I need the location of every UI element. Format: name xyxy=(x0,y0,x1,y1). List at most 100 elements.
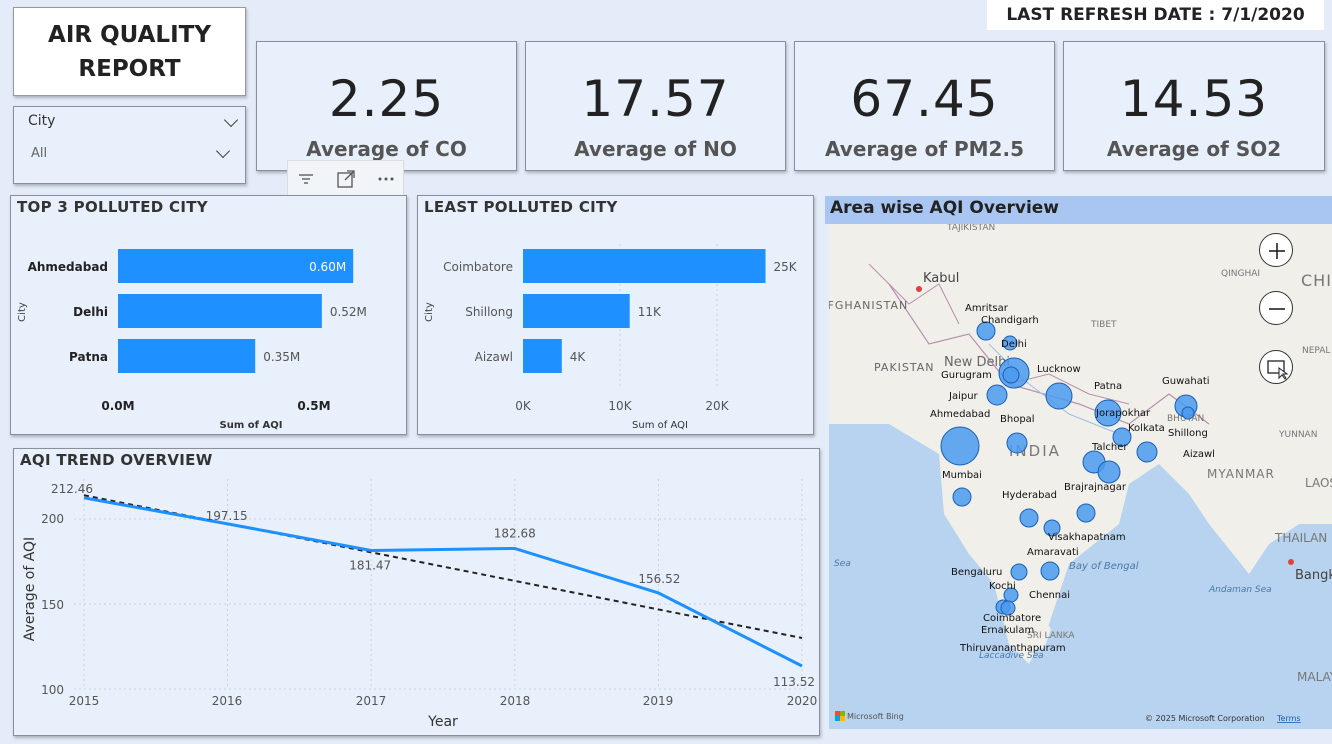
city-bubble-shillong[interactable] xyxy=(1181,406,1195,420)
x-tick-label: 2018 xyxy=(500,694,531,708)
city-bubble-brajrajnagar[interactable] xyxy=(1097,460,1121,484)
city-label: Aizawl xyxy=(1183,449,1215,460)
city-bubble-mumbai[interactable] xyxy=(952,487,972,507)
border-line xyxy=(888,283,1210,425)
city-bubble-bengaluru[interactable] xyxy=(1010,563,1028,581)
city-bubble-bhopal[interactable] xyxy=(1006,432,1028,454)
city-bubble-gurugram[interactable] xyxy=(1002,366,1020,384)
kpi-card-pm25: 67.45 Average of PM2.5 xyxy=(794,41,1055,171)
city-label: Mumbai xyxy=(942,470,982,481)
city-bubble-patna[interactable] xyxy=(1094,399,1122,427)
x-tick-label: 2017 xyxy=(356,694,387,708)
aqi-trend-chart[interactable]: AQI TREND OVERVIEW Average of AQI 100 15… xyxy=(13,448,820,736)
x-axis-label: Sum of AQI xyxy=(632,420,688,431)
country-label: SRI LANKA xyxy=(1027,631,1075,641)
city-label: Guwahati xyxy=(1162,376,1210,387)
border-line xyxy=(1008,373,1130,405)
category-label: Delhi xyxy=(73,305,108,319)
zoom-in-button[interactable] xyxy=(1259,233,1293,267)
bar-ahmedabad[interactable] xyxy=(118,249,354,283)
focus-mode-icon[interactable] xyxy=(336,169,356,189)
city-label: Lucknow xyxy=(1037,364,1081,375)
map-copyright: © 2025 Microsoft Corporation xyxy=(1145,714,1265,723)
country-label: AFGHANISTAN xyxy=(829,299,908,312)
slicer-label: City xyxy=(28,113,56,129)
myanmar-land xyxy=(1189,424,1332,574)
map-terms-link[interactable]: Terms xyxy=(1276,714,1301,723)
city-label: Visakhapatnam xyxy=(1048,532,1126,543)
map-attribution: Microsoft Bing xyxy=(847,712,904,721)
chevron-down-icon[interactable] xyxy=(223,112,239,128)
y-axis-label: City xyxy=(424,302,435,322)
city-bubble-jaipur[interactable] xyxy=(986,384,1008,406)
minus-icon xyxy=(1269,308,1285,310)
bar-delhi[interactable] xyxy=(118,294,322,328)
least-polluted-chart[interactable]: LEAST POLLUTED CITY City Coimbatore Shil… xyxy=(417,195,814,435)
country-label: TIBET xyxy=(1090,320,1117,330)
map-svg[interactable]: TAJIKISTAN AFGHANISTAN PAKISTAN INDIA TI… xyxy=(829,224,1332,729)
bar-aizawl[interactable] xyxy=(523,339,562,373)
place-label: Kabul xyxy=(923,271,959,286)
city-bubble-amritsar[interactable] xyxy=(976,321,996,341)
country-label: MALAY xyxy=(1297,670,1332,684)
report-title-line2: REPORT xyxy=(78,55,181,82)
slicer-value[interactable]: All xyxy=(31,146,48,161)
data-label: 156.52 xyxy=(638,572,680,586)
chevron-down-icon[interactable] xyxy=(215,143,231,159)
city-bubble-hyderabad[interactable] xyxy=(1019,508,1039,528)
map-select-button[interactable] xyxy=(1259,350,1293,384)
city-bubble-jorapokhar[interactable] xyxy=(1112,427,1132,447)
city-bubble-ernakulam[interactable] xyxy=(1000,600,1016,616)
y-axis-label: Average of AQI xyxy=(22,537,38,641)
kpi-value: 67.45 xyxy=(850,70,999,128)
bar-shillong[interactable] xyxy=(523,294,630,328)
least-bar-svg: City Coimbatore Shillong Aizawl 25K 11K … xyxy=(424,244,798,431)
bar-patna[interactable] xyxy=(118,339,256,373)
city-label: Coimbatore xyxy=(983,613,1041,624)
bing-logo-icon xyxy=(840,716,845,721)
aqi-map[interactable]: TAJIKISTAN AFGHANISTAN PAKISTAN INDIA TI… xyxy=(829,224,1332,729)
city-slicer[interactable]: City All xyxy=(13,106,246,184)
top3-polluted-chart[interactable]: TOP 3 POLLUTED CITY City Ahmedabad Delhi… xyxy=(10,195,407,435)
map-title: Area wise AQI Overview xyxy=(825,196,1332,224)
city-label: Shillong xyxy=(1168,428,1208,439)
report-title: AIR QUALITY REPORT xyxy=(13,7,246,96)
data-label: 182.68 xyxy=(494,526,536,540)
city-label: Kochi xyxy=(989,581,1016,592)
data-label: 0.35M xyxy=(263,350,300,364)
kpi-caption: Average of SO2 xyxy=(1106,137,1282,161)
city-bubble-visakhapatnam[interactable] xyxy=(1076,503,1096,523)
city-bubble-chennai[interactable] xyxy=(1040,561,1060,581)
filter-icon[interactable] xyxy=(296,169,316,189)
x-tick-label: 2016 xyxy=(212,694,243,708)
x-tick-label: 2015 xyxy=(69,694,100,708)
capital-marker xyxy=(1288,559,1294,565)
bar-coimbatore[interactable] xyxy=(523,249,766,283)
kpi-caption: Average of NO xyxy=(574,137,737,161)
country-label: MYANMAR xyxy=(1207,467,1275,481)
city-label: Amritsar xyxy=(965,303,1009,314)
zoom-out-button[interactable] xyxy=(1259,291,1293,325)
city-label: Brajrajnagar xyxy=(1064,482,1127,493)
country-label: QINGHAI xyxy=(1221,269,1260,279)
city-bubble-ahmedabad[interactable] xyxy=(940,426,980,466)
x-axis-label: Sum of AQI xyxy=(220,420,283,431)
country-label: PAKISTAN xyxy=(874,361,935,374)
data-label: 212.46 xyxy=(51,482,93,496)
border-line xyxy=(868,263,960,325)
bing-logo-icon xyxy=(835,711,840,716)
x-tick-label: 0.0M xyxy=(101,399,134,413)
city-bubble-aizawl[interactable] xyxy=(1136,441,1158,463)
data-label: 181.47 xyxy=(349,559,391,573)
city-label: Gurugram xyxy=(941,370,992,381)
chart-title: AQI TREND OVERVIEW xyxy=(20,451,213,469)
more-options-icon[interactable] xyxy=(376,169,396,189)
sea-label: Sea xyxy=(834,559,851,569)
city-bubble-lucknow[interactable] xyxy=(1045,382,1073,410)
data-label: 4K xyxy=(570,350,587,364)
aqi-series-line[interactable] xyxy=(83,496,803,668)
data-label: 0.60M xyxy=(309,260,346,274)
country-label: LAOS xyxy=(1305,476,1332,490)
city-bubble-chandigarh[interactable] xyxy=(1002,335,1018,351)
city-bubble-amaravati[interactable] xyxy=(1043,519,1061,537)
